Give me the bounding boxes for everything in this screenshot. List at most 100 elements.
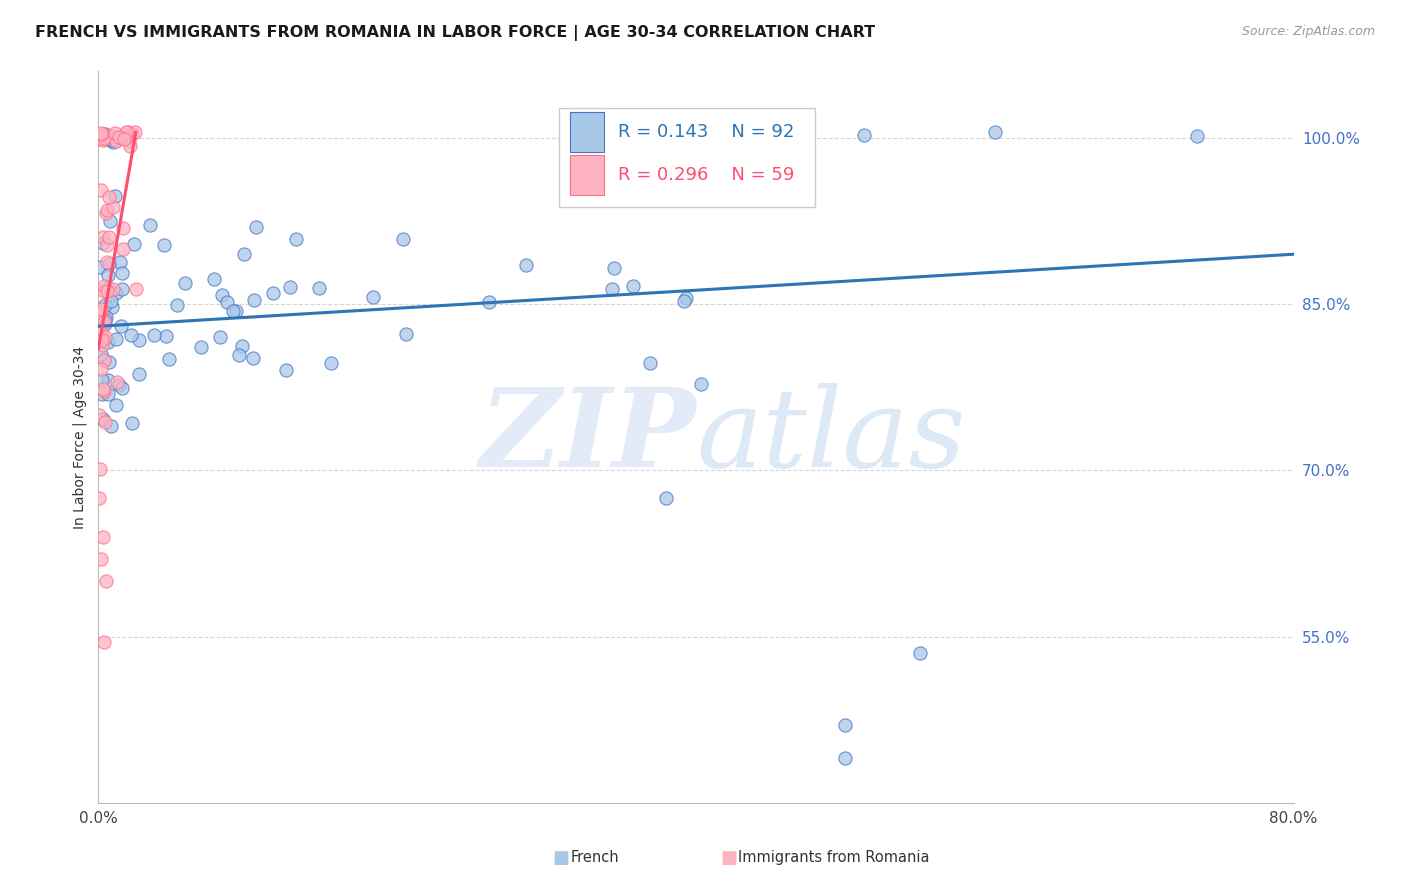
Point	[128, 334, 150, 348]
Point	[93, 315, 115, 329]
Point	[276, 363, 298, 377]
Point	[245, 219, 267, 234]
Point	[90, 338, 112, 352]
Point	[125, 281, 148, 295]
Point	[87, 408, 110, 422]
Point	[319, 356, 342, 370]
Point	[391, 232, 413, 246]
Point	[96, 310, 118, 324]
Point	[96, 254, 118, 268]
Text: R = 0.296    N = 59: R = 0.296 N = 59	[619, 166, 794, 184]
Point	[166, 298, 188, 312]
Point	[118, 134, 141, 148]
Point	[285, 231, 308, 245]
Point	[91, 382, 114, 396]
Point	[101, 135, 124, 149]
Point	[90, 552, 112, 566]
Point	[222, 304, 245, 318]
Point	[153, 238, 176, 252]
Point	[1187, 129, 1209, 144]
FancyBboxPatch shape	[558, 108, 815, 207]
Point	[115, 125, 138, 139]
Point	[101, 282, 124, 296]
Point	[110, 130, 132, 145]
Point	[91, 236, 114, 251]
Point	[278, 280, 301, 294]
Point	[90, 362, 112, 376]
Point	[361, 290, 384, 304]
Point	[775, 130, 797, 145]
Point	[655, 491, 678, 505]
Point	[105, 286, 128, 301]
Point	[852, 128, 875, 142]
Point	[262, 285, 284, 300]
Point	[984, 125, 1007, 139]
Point	[93, 133, 115, 147]
Point	[233, 247, 256, 261]
Point	[515, 258, 537, 272]
Text: ZIP: ZIP	[479, 384, 696, 491]
Point	[602, 260, 624, 275]
Point	[97, 130, 120, 145]
Text: atlas: atlas	[696, 384, 966, 491]
Point	[211, 288, 233, 302]
Point	[91, 333, 114, 347]
Point	[98, 190, 121, 204]
Point	[105, 398, 128, 412]
Text: FRENCH VS IMMIGRANTS FROM ROMANIA IN LABOR FORCE | AGE 30-34 CORRELATION CHART: FRENCH VS IMMIGRANTS FROM ROMANIA IN LAB…	[35, 25, 876, 41]
Point	[91, 530, 114, 544]
Point	[94, 206, 117, 220]
Point	[93, 284, 115, 298]
Point	[87, 132, 110, 146]
Point	[242, 351, 264, 365]
Point	[104, 134, 127, 148]
Point	[97, 355, 120, 369]
Point	[100, 419, 122, 434]
Point	[117, 125, 139, 139]
Point	[91, 412, 114, 426]
Point	[90, 128, 112, 143]
Point	[478, 294, 501, 309]
Point	[98, 214, 121, 228]
Point	[121, 416, 143, 430]
Point	[394, 327, 416, 342]
Point	[91, 373, 114, 387]
Point	[93, 635, 115, 649]
Point	[108, 255, 131, 269]
Point	[157, 351, 180, 366]
Point	[98, 229, 121, 244]
Point	[90, 183, 112, 197]
Point	[621, 278, 644, 293]
Text: ■: ■	[553, 848, 569, 867]
Bar	[571, 154, 605, 194]
Point	[673, 293, 696, 308]
Point	[104, 126, 127, 140]
Point	[94, 317, 117, 331]
Point	[101, 300, 124, 314]
Point	[90, 131, 112, 145]
Point	[97, 281, 120, 295]
Point	[100, 293, 122, 308]
Point	[97, 387, 120, 401]
Point	[124, 236, 146, 251]
Point	[94, 574, 117, 589]
Point	[120, 138, 142, 153]
Point	[640, 356, 662, 370]
Point	[104, 332, 127, 346]
Point	[202, 272, 225, 286]
Point	[128, 367, 150, 381]
Point	[94, 128, 117, 142]
Point	[91, 128, 114, 142]
Point	[308, 281, 330, 295]
Point	[111, 381, 134, 395]
Point	[834, 751, 856, 765]
Point	[96, 132, 118, 146]
Point	[108, 129, 131, 144]
Point	[111, 221, 134, 235]
Point	[93, 352, 115, 367]
Point	[228, 349, 250, 363]
Point	[908, 646, 931, 660]
Point	[93, 298, 115, 312]
Point	[105, 376, 128, 390]
Point	[225, 304, 247, 318]
